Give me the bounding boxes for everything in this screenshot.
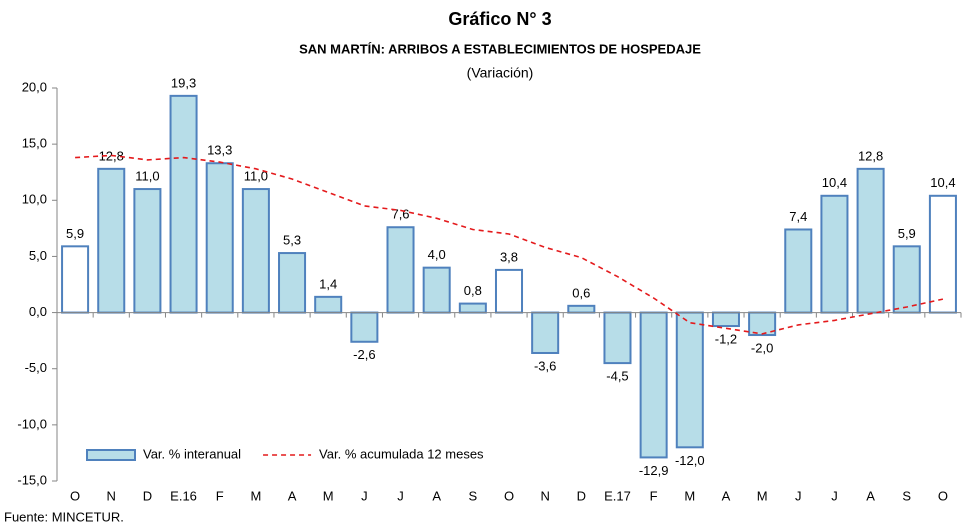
bar — [314, 295, 343, 314]
value-label: 19,3 — [171, 75, 196, 90]
chart-title: Gráfico N° 3 — [448, 9, 551, 29]
x-tick-label: M — [323, 488, 334, 503]
bar — [531, 311, 560, 354]
legend-swatch — [86, 449, 136, 461]
y-tick-label: 10,0 — [22, 192, 47, 207]
bar — [386, 226, 415, 314]
bar — [675, 311, 704, 449]
y-tick-label: 20,0 — [22, 79, 47, 94]
x-tick-label: A — [432, 488, 441, 503]
value-label: -12,9 — [639, 463, 669, 478]
value-label: 7,4 — [789, 209, 807, 224]
value-label: 13,3 — [207, 143, 232, 158]
value-label: -4,5 — [606, 369, 628, 384]
value-label: 3,8 — [500, 249, 518, 264]
y-tick-label: -15,0 — [17, 472, 47, 487]
value-label: 12,8 — [858, 148, 883, 163]
value-label: 11,0 — [244, 168, 268, 183]
bar — [205, 162, 234, 314]
bar — [639, 311, 668, 459]
legend-label: Var. % acumulada 12 meses — [319, 446, 484, 461]
bar — [350, 311, 379, 343]
bar — [133, 188, 162, 314]
value-label: 1,4 — [319, 276, 337, 291]
bar — [928, 194, 957, 314]
value-label: 0,6 — [572, 285, 590, 300]
value-label: -12,0 — [675, 453, 705, 468]
x-tick-label: O — [938, 488, 948, 503]
value-label: 10,4 — [822, 175, 847, 190]
value-label: 5,9 — [898, 226, 916, 241]
value-label: 5,9 — [66, 226, 84, 241]
x-tick-label: O — [70, 488, 80, 503]
x-tick-label: O — [504, 488, 514, 503]
value-label: 10,4 — [930, 175, 955, 190]
bar — [494, 268, 524, 314]
y-tick-label: -10,0 — [17, 416, 47, 431]
x-tick-label: A — [722, 488, 731, 503]
x-tick-label: D — [577, 488, 586, 503]
x-tick-label: M — [684, 488, 695, 503]
x-tick-label: S — [902, 488, 911, 503]
legend-label: Var. % interanual — [143, 446, 241, 461]
bar — [169, 94, 198, 314]
source: Fuente: MINCETUR. — [4, 509, 124, 524]
bar — [820, 194, 849, 314]
x-tick-label: J — [397, 488, 404, 503]
value-label: 4,0 — [428, 247, 446, 262]
bar — [784, 228, 813, 314]
bar — [567, 304, 596, 314]
x-tick-label: N — [540, 488, 549, 503]
x-tick-label: M — [250, 488, 261, 503]
x-tick-label: A — [288, 488, 297, 503]
x-tick-label: M — [757, 488, 768, 503]
x-tick-label: S — [469, 488, 478, 503]
chart-subtitle: SAN MARTÍN: ARRIBOS A ESTABLECIMIENTOS D… — [299, 41, 701, 56]
y-tick-label: 15,0 — [22, 136, 47, 151]
value-label: -2,6 — [353, 347, 375, 362]
bar — [97, 167, 126, 314]
x-tick-label: N — [107, 488, 116, 503]
value-label: -1,2 — [715, 331, 737, 346]
x-tick-label: D — [143, 488, 152, 503]
bar — [711, 311, 740, 328]
bar — [856, 167, 885, 314]
bar — [458, 302, 487, 314]
x-tick-label: F — [216, 488, 224, 503]
x-tick-label: J — [795, 488, 802, 503]
x-tick-label: A — [866, 488, 875, 503]
y-tick-label: 0,0 — [29, 304, 47, 319]
x-tick-label: E.16 — [170, 488, 197, 503]
x-tick-label: J — [831, 488, 838, 503]
unit-note: (Variación) — [467, 65, 534, 81]
x-tick-label: J — [361, 488, 368, 503]
value-label: 11,0 — [135, 168, 159, 183]
y-tick-label: -5,0 — [25, 360, 47, 375]
bar — [422, 266, 451, 314]
bar — [61, 245, 90, 314]
line — [75, 154, 944, 335]
bar — [278, 252, 307, 314]
value-label: -2,0 — [751, 340, 773, 355]
value-label: 0,8 — [464, 283, 482, 298]
bar — [603, 311, 632, 365]
bar — [892, 245, 921, 314]
y-tick-label: 5,0 — [29, 248, 47, 263]
bar — [241, 188, 270, 314]
value-label: -3,6 — [534, 358, 556, 373]
value-label: 5,3 — [283, 232, 301, 247]
x-tick-label: E.17 — [604, 488, 631, 503]
x-tick-label: F — [650, 488, 658, 503]
